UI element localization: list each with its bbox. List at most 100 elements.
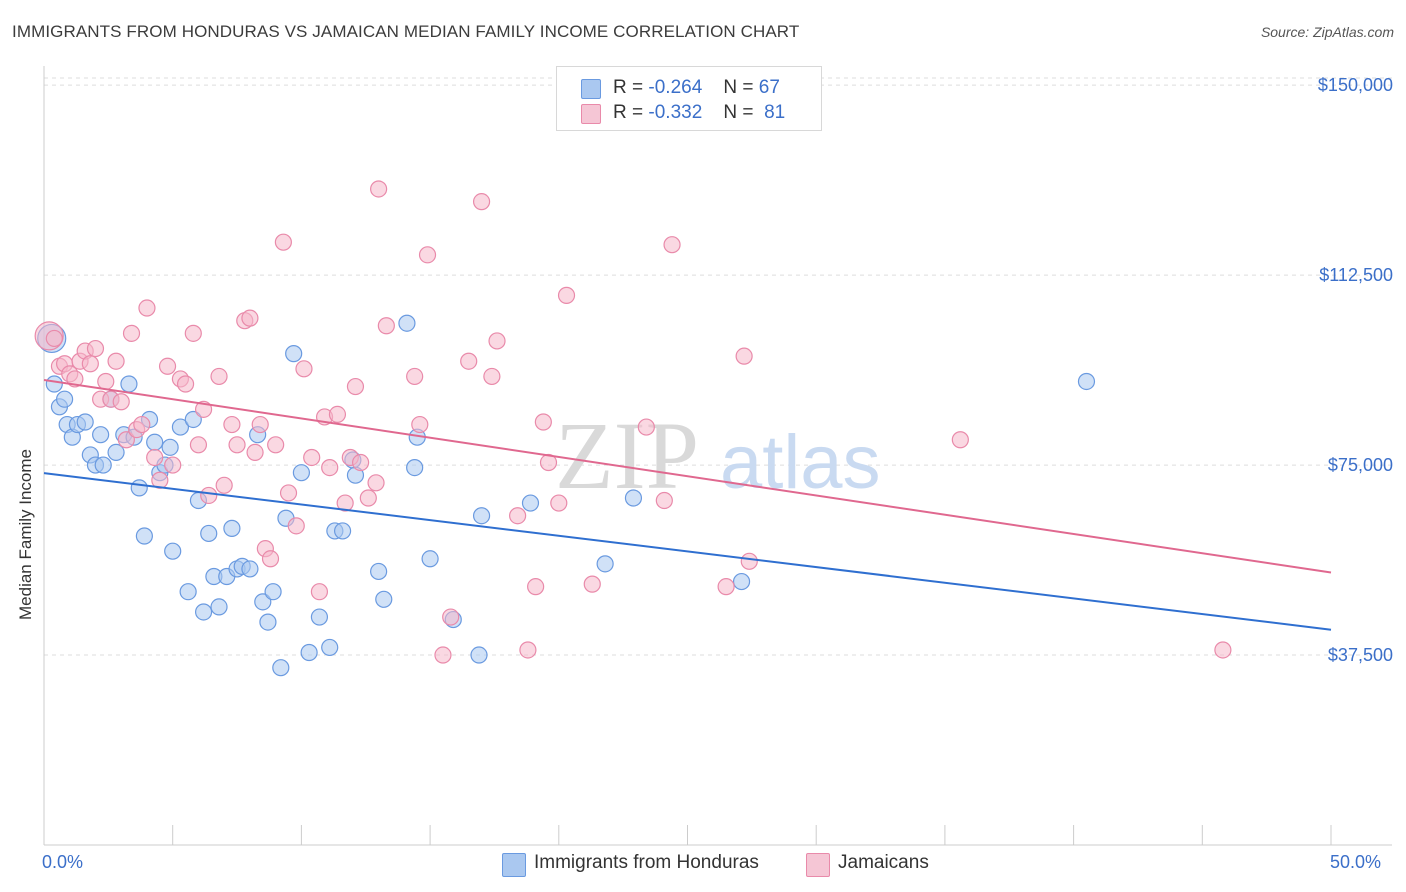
jamaicans-point — [370, 180, 388, 198]
honduras-point — [370, 562, 388, 581]
jamaicans-point — [557, 286, 576, 304]
legend-n-value: 67 — [758, 77, 780, 98]
axes — [43, 66, 1392, 846]
jamaicans-point — [112, 393, 130, 411]
jamaicans-point — [1214, 641, 1232, 659]
jamaicans-point — [735, 347, 753, 365]
jamaicans-point — [287, 517, 305, 535]
jamaicans-point — [184, 324, 202, 342]
jamaicans-point — [133, 415, 151, 434]
jamaicans-point — [328, 405, 347, 424]
jamaicans-point — [251, 415, 269, 434]
jamaicans-point — [717, 578, 735, 596]
jamaicans-point — [117, 431, 135, 449]
honduras-point — [272, 659, 290, 677]
jamaicans-point — [550, 494, 568, 512]
jamaicans-point — [122, 324, 141, 342]
jamaicans-point — [274, 233, 292, 251]
honduras-point — [146, 433, 164, 451]
jamaicans-point — [534, 413, 552, 431]
y-tick-label: $75,000 — [1328, 455, 1393, 475]
honduras-point — [135, 527, 153, 545]
jamaicans-point — [66, 370, 84, 388]
honduras-point — [92, 426, 110, 444]
honduras-point — [210, 598, 228, 616]
jamaicans-point — [472, 193, 491, 211]
jamaicans-point — [164, 456, 182, 474]
honduras-point — [732, 572, 751, 591]
jamaicans-point — [434, 646, 452, 664]
honduras-point — [310, 608, 329, 626]
jamaicans-point — [637, 418, 655, 436]
jamaicans-point — [279, 484, 298, 502]
honduras-point — [179, 583, 197, 601]
honduras-point — [164, 542, 182, 560]
chart-title: IMMIGRANTS FROM HONDURAS VS JAMAICAN MED… — [12, 22, 800, 41]
honduras-point — [1077, 372, 1096, 391]
jamaicans-point — [246, 443, 264, 462]
trend-lines — [43, 378, 1332, 631]
jamaicans-point — [740, 552, 758, 570]
jamaicans-point — [377, 317, 395, 335]
jamaicans-point — [460, 352, 478, 370]
data-points — [34, 180, 1232, 677]
x-tick-label-max: 50.0% — [1330, 852, 1382, 872]
jamaicans-point — [261, 550, 280, 568]
jamaicans-point — [303, 448, 321, 467]
watermark-zip: ZIP — [555, 402, 699, 509]
honduras-point — [472, 507, 491, 525]
watermark: ZIP atlas — [555, 402, 881, 509]
jamaicans-point — [346, 377, 365, 396]
honduras-point — [120, 375, 138, 393]
jamaicans-point — [310, 583, 329, 601]
watermark-atlas: atlas — [720, 420, 881, 505]
jamaicans-trend-line — [43, 378, 1332, 574]
honduras-point — [292, 464, 310, 482]
y-tick-labels: $37,500 $75,000 $112,500 $150,000 — [1318, 75, 1393, 665]
honduras-point — [375, 590, 393, 608]
honduras-point — [333, 522, 352, 540]
legend-r-value: -0.264 — [648, 77, 703, 98]
honduras-point — [596, 555, 614, 573]
jamaicans-point — [509, 507, 527, 525]
legend-r-label: R = — [613, 77, 644, 98]
honduras-point — [94, 456, 112, 474]
honduras-point — [470, 646, 488, 664]
legend-n-label: N = — [723, 102, 754, 123]
honduras-point — [130, 479, 148, 497]
honduras-point — [55, 390, 74, 408]
x-tick-label-min: 0.0% — [42, 852, 84, 872]
honduras-point — [264, 583, 282, 601]
jamaicans-point — [81, 355, 99, 373]
honduras-trend-line — [43, 472, 1332, 631]
jamaicans-point — [951, 431, 969, 449]
jamaicans-point — [336, 494, 354, 512]
jamaicans-point — [86, 339, 105, 358]
jamaicans-point — [367, 474, 385, 492]
honduras-point — [254, 593, 272, 611]
honduras-point — [521, 494, 540, 512]
jamaicans-point — [241, 309, 259, 327]
honduras-point — [398, 314, 416, 332]
honduras-point — [406, 458, 424, 477]
jamaicans-point — [352, 453, 370, 472]
honduras-point — [171, 418, 190, 436]
jamaicans-point — [488, 332, 506, 350]
jamaicans-point — [519, 641, 537, 659]
y-tick-label: $37,500 — [1328, 645, 1393, 665]
jamaicans-point — [200, 486, 218, 505]
y-tick-label: $112,500 — [1319, 265, 1393, 285]
jamaicans-point — [295, 360, 313, 378]
jamaicans-point — [411, 415, 429, 434]
legend-swatch-blue — [581, 79, 601, 99]
bottom-legend-swatch-pink — [806, 853, 830, 877]
jamaicans-point — [483, 367, 501, 386]
honduras-point — [161, 438, 179, 456]
honduras-point — [200, 524, 218, 543]
bottom-legend-label: Immigrants from Honduras — [534, 852, 759, 873]
legend-r-value: -0.332 — [648, 102, 703, 123]
bottom-legend-swatch-blue — [502, 853, 526, 877]
legend-r-label: R = — [613, 102, 644, 123]
jamaicans-point — [107, 352, 125, 370]
